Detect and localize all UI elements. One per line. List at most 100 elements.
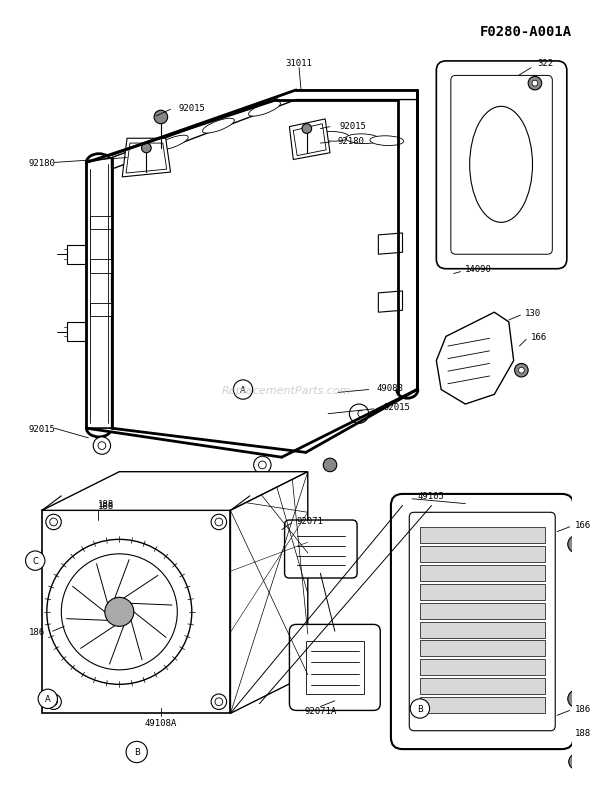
- Circle shape: [105, 598, 134, 627]
- Bar: [90, 303, 112, 316]
- Circle shape: [157, 150, 165, 157]
- Text: 49108A: 49108A: [145, 719, 177, 727]
- Polygon shape: [437, 313, 514, 405]
- Circle shape: [410, 699, 430, 719]
- Text: B: B: [134, 748, 140, 757]
- Circle shape: [234, 380, 253, 400]
- Circle shape: [573, 695, 581, 703]
- Text: C: C: [32, 556, 38, 565]
- Polygon shape: [42, 511, 231, 714]
- Polygon shape: [67, 323, 87, 341]
- FancyBboxPatch shape: [437, 62, 567, 269]
- Text: 92015: 92015: [340, 122, 366, 131]
- Ellipse shape: [248, 102, 280, 117]
- Circle shape: [50, 698, 57, 706]
- Circle shape: [349, 405, 369, 424]
- Text: A: A: [45, 694, 51, 703]
- Polygon shape: [290, 120, 330, 161]
- Circle shape: [46, 515, 61, 530]
- FancyBboxPatch shape: [284, 521, 357, 578]
- Circle shape: [532, 81, 538, 87]
- Bar: [420, 659, 545, 676]
- Bar: [420, 546, 545, 562]
- Circle shape: [93, 437, 110, 455]
- FancyBboxPatch shape: [391, 495, 573, 749]
- Text: 188: 188: [575, 728, 590, 737]
- Circle shape: [126, 741, 148, 762]
- Circle shape: [215, 518, 223, 526]
- Ellipse shape: [316, 132, 349, 142]
- Circle shape: [568, 690, 585, 708]
- Text: 49088: 49088: [376, 384, 404, 393]
- Circle shape: [573, 541, 581, 548]
- Bar: [420, 697, 545, 714]
- Bar: [90, 260, 112, 273]
- Text: 92015: 92015: [28, 424, 55, 433]
- Circle shape: [50, 518, 57, 526]
- Circle shape: [528, 77, 542, 91]
- Circle shape: [258, 461, 266, 470]
- Ellipse shape: [370, 136, 404, 146]
- Text: 92180: 92180: [337, 136, 365, 145]
- Text: 14090: 14090: [466, 265, 492, 274]
- Circle shape: [302, 125, 312, 135]
- Text: 31011: 31011: [286, 59, 313, 68]
- Text: 92015: 92015: [383, 403, 410, 412]
- Bar: [420, 641, 545, 657]
- Circle shape: [519, 368, 525, 374]
- Bar: [420, 565, 545, 581]
- Polygon shape: [293, 125, 326, 157]
- FancyBboxPatch shape: [290, 624, 381, 710]
- Circle shape: [154, 111, 168, 125]
- Ellipse shape: [156, 136, 188, 151]
- Polygon shape: [42, 472, 308, 511]
- Circle shape: [569, 754, 584, 770]
- Text: 49105: 49105: [417, 491, 444, 500]
- Polygon shape: [112, 91, 417, 170]
- Polygon shape: [378, 234, 402, 255]
- Polygon shape: [87, 390, 417, 457]
- Text: 130: 130: [525, 308, 542, 317]
- Text: 186: 186: [28, 627, 45, 636]
- Text: 92015: 92015: [178, 104, 205, 113]
- Polygon shape: [122, 139, 171, 178]
- Polygon shape: [126, 144, 166, 174]
- Ellipse shape: [202, 119, 234, 134]
- Bar: [420, 584, 545, 600]
- Circle shape: [254, 457, 271, 474]
- Ellipse shape: [470, 107, 533, 223]
- Bar: [90, 217, 112, 230]
- Text: 92071A: 92071A: [304, 706, 336, 715]
- Text: C: C: [356, 410, 362, 418]
- Text: 166: 166: [575, 521, 590, 530]
- Text: 92180: 92180: [28, 159, 55, 168]
- Ellipse shape: [346, 135, 379, 144]
- Polygon shape: [67, 245, 87, 264]
- Circle shape: [211, 694, 227, 710]
- Polygon shape: [378, 292, 402, 313]
- Circle shape: [98, 442, 106, 450]
- Bar: [420, 622, 545, 637]
- Circle shape: [61, 554, 178, 670]
- Text: 188: 188: [98, 500, 114, 508]
- Bar: [420, 527, 545, 543]
- Circle shape: [215, 698, 223, 706]
- Circle shape: [38, 689, 57, 709]
- Text: A: A: [240, 385, 246, 394]
- Text: 322: 322: [538, 59, 554, 68]
- Text: 166: 166: [531, 333, 547, 341]
- Bar: [420, 603, 545, 619]
- Circle shape: [568, 536, 585, 553]
- Circle shape: [514, 364, 528, 377]
- Circle shape: [142, 144, 151, 153]
- Bar: [420, 679, 545, 694]
- Circle shape: [211, 515, 227, 530]
- Text: 92071: 92071: [296, 516, 323, 525]
- Circle shape: [47, 539, 192, 684]
- Text: B: B: [417, 704, 423, 713]
- Circle shape: [46, 694, 61, 710]
- Text: ReplacementParts.com: ReplacementParts.com: [222, 385, 351, 395]
- Text: F0280-A001A: F0280-A001A: [480, 25, 572, 39]
- Polygon shape: [87, 158, 112, 429]
- Polygon shape: [231, 472, 308, 714]
